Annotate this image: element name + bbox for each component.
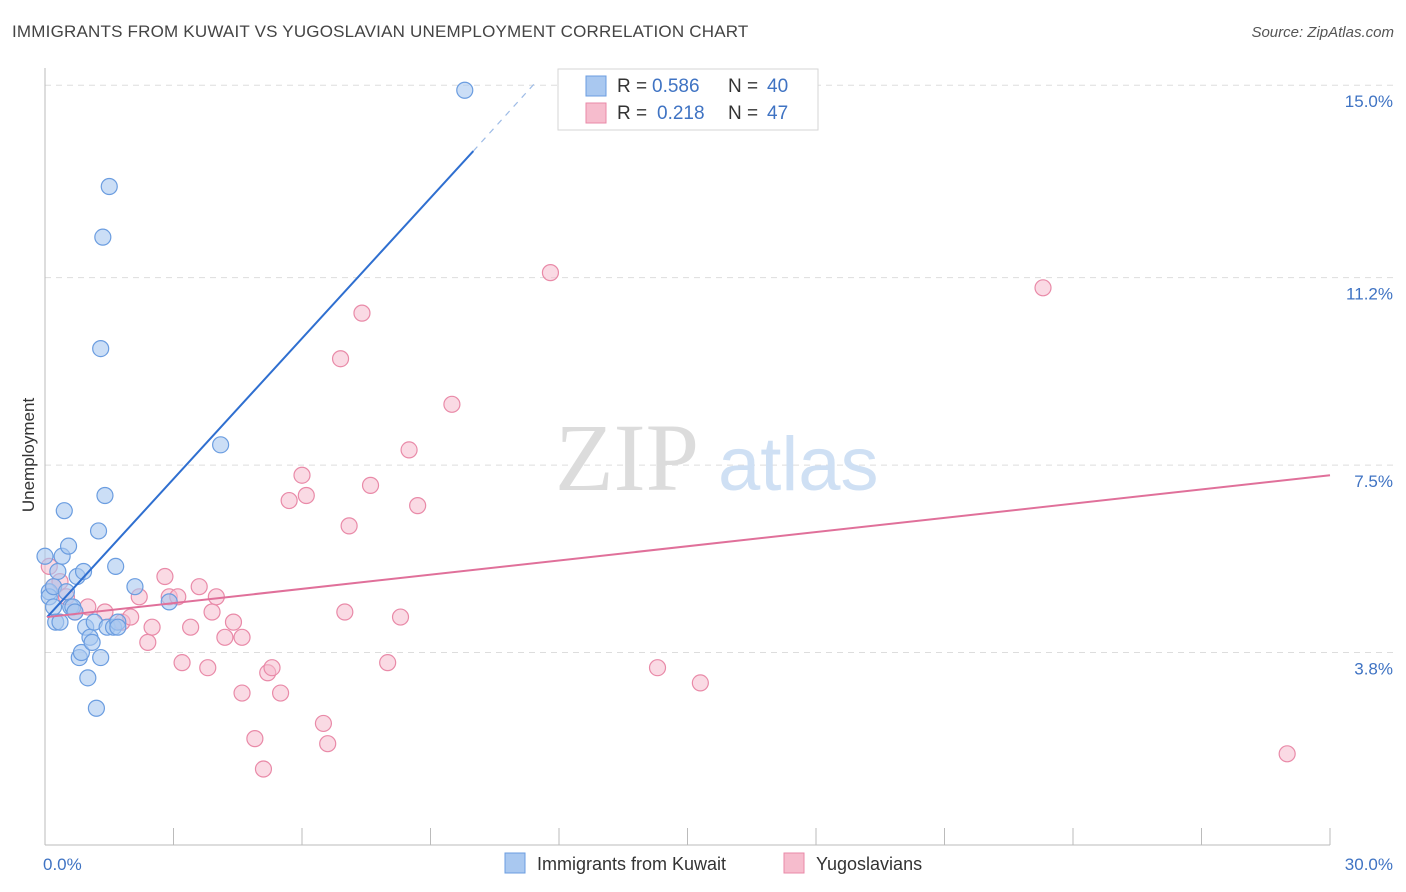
- kuwait-point-27: [94, 228, 112, 246]
- kuwait-point-0: [36, 547, 54, 565]
- yugoslavians-point-23: [233, 628, 251, 646]
- yugoslavians-point-22: [224, 613, 243, 631]
- kuwait-point-14: [66, 603, 84, 621]
- yugoslavians-point-40: [379, 654, 397, 672]
- kuwait-point-39: [456, 81, 474, 99]
- legend-r-value-1: 0.586: [652, 76, 700, 97]
- yugoslavians-point-43: [409, 497, 427, 515]
- yugoslavians-point-49: [1278, 745, 1296, 763]
- kuwait-point-7: [51, 613, 69, 631]
- kuwait-point-26: [92, 648, 110, 667]
- kuwait-trend-line: [46, 150, 475, 618]
- kuwait-trend-extension: [472, 79, 539, 152]
- yugoslavians-point-18: [199, 659, 217, 677]
- yugoslavians-point-37: [340, 517, 358, 535]
- kuwait-point-36: [126, 578, 144, 596]
- legend-n-value-2: 47: [767, 103, 788, 124]
- yugoslavians-point-47: [691, 674, 709, 692]
- legend-r-label-2: R =: [617, 103, 647, 124]
- yugoslavians-point-19: [203, 603, 221, 621]
- yugoslavians-point-44: [443, 395, 461, 413]
- series-label-yugoslavians: Yugoslavians: [816, 854, 922, 874]
- yugoslavians-points: [40, 264, 1296, 778]
- y-axis-title: Unemployment: [19, 398, 38, 513]
- watermark-atlas: atlas: [718, 422, 879, 507]
- yugoslavians-point-31: [293, 466, 311, 484]
- y-tick-labels: 3.8% 7.5% 11.2% 15.0%: [1345, 92, 1393, 678]
- kuwait-point-22: [83, 633, 101, 651]
- y-tick-label-3: 15.0%: [1345, 92, 1393, 111]
- series-legend: Immigrants from Kuwait Yugoslavians: [504, 852, 922, 874]
- kuwait-point-37: [160, 593, 178, 611]
- legend-n-label-2: N =: [728, 103, 758, 124]
- kuwait-point-31: [100, 177, 118, 196]
- yugoslavians-point-45: [541, 264, 560, 282]
- yugoslavians-point-25: [246, 730, 264, 748]
- legend-n-value-1: 40: [767, 76, 788, 97]
- yugoslavians-point-42: [400, 441, 418, 459]
- series-swatch-yugoslavians: [783, 852, 805, 874]
- kuwait-point-17: [72, 643, 91, 662]
- yugoslavians-point-32: [297, 486, 315, 505]
- yugoslavians-point-21: [216, 628, 234, 646]
- yugoslavians-point-15: [173, 654, 191, 672]
- chart-title: IMMIGRANTS FROM KUWAIT VS YUGOSLAVIAN UN…: [12, 22, 749, 41]
- legend-swatch-pink: [585, 102, 607, 124]
- yugoslavians-point-11: [143, 618, 161, 636]
- kuwait-point-35: [107, 557, 125, 576]
- x-tick-label-0: 0.0%: [43, 855, 82, 874]
- kuwait-point-34: [109, 618, 127, 636]
- kuwait-points: [36, 81, 474, 717]
- watermark: ZIP atlas: [555, 404, 879, 511]
- y-tick-label-1: 7.5%: [1354, 472, 1393, 491]
- watermark-zip: ZIP: [555, 404, 699, 511]
- legend-n-label-1: N =: [728, 76, 758, 97]
- trend-lines: [46, 79, 1331, 619]
- x-tick-labels: 0.0% 30.0%: [43, 855, 1393, 874]
- kuwait-point-18: [74, 562, 93, 581]
- yugoslavians-point-16: [182, 618, 200, 636]
- kuwait-point-28: [92, 339, 110, 358]
- kuwait-point-29: [96, 486, 114, 505]
- yugoslavians-point-24: [233, 684, 251, 702]
- yugoslavians-point-46: [648, 659, 667, 677]
- series-swatch-kuwait: [504, 852, 526, 874]
- yugoslavians-point-48: [1034, 279, 1052, 297]
- yugoslavians-point-38: [353, 304, 371, 322]
- legend-swatch-blue: [585, 75, 607, 97]
- yugoslavians-point-26: [254, 760, 273, 778]
- kuwait-point-24: [87, 699, 106, 717]
- yugoslavians-point-12: [156, 567, 174, 586]
- yugoslavians-point-28: [263, 659, 281, 677]
- legend-r-label-1: R =: [617, 76, 647, 97]
- kuwait-point-20: [79, 669, 97, 687]
- kuwait-point-9: [55, 502, 73, 520]
- yugoslavians-point-33: [314, 714, 333, 733]
- series-label-kuwait: Immigrants from Kuwait: [537, 854, 726, 874]
- kuwait-point-6: [49, 562, 67, 581]
- yugoslavians-trend-line: [47, 474, 1331, 619]
- x-tick-label-1: 30.0%: [1345, 855, 1393, 874]
- yugoslavians-point-41: [391, 608, 410, 626]
- kuwait-point-38: [212, 436, 230, 454]
- kuwait-point-11: [59, 537, 78, 555]
- yugoslavians-point-35: [331, 350, 350, 368]
- axes: [44, 68, 1331, 846]
- yugoslavians-point-30: [280, 491, 298, 510]
- kuwait-point-25: [89, 522, 108, 540]
- y-tick-label-2: 11.2%: [1346, 285, 1393, 304]
- legend-r-value-2: 0.218: [657, 103, 705, 124]
- kuwait-point-3: [44, 598, 63, 616]
- yugoslavians-point-17: [190, 578, 208, 596]
- yugoslavians-point-34: [319, 735, 337, 753]
- gridlines: [45, 84, 1395, 654]
- stats-legend: R = 0.586 N = 40 R = 0.218 N = 47: [557, 68, 819, 131]
- yugoslavians-point-29: [271, 684, 290, 702]
- yugoslavians-point-36: [336, 603, 354, 621]
- y-tick-label-0: 3.8%: [1354, 660, 1393, 679]
- yugoslavians-point-10: [139, 633, 157, 651]
- yugoslavians-point-39: [361, 476, 380, 494]
- source-label: Source: ZipAtlas.com: [1251, 24, 1394, 41]
